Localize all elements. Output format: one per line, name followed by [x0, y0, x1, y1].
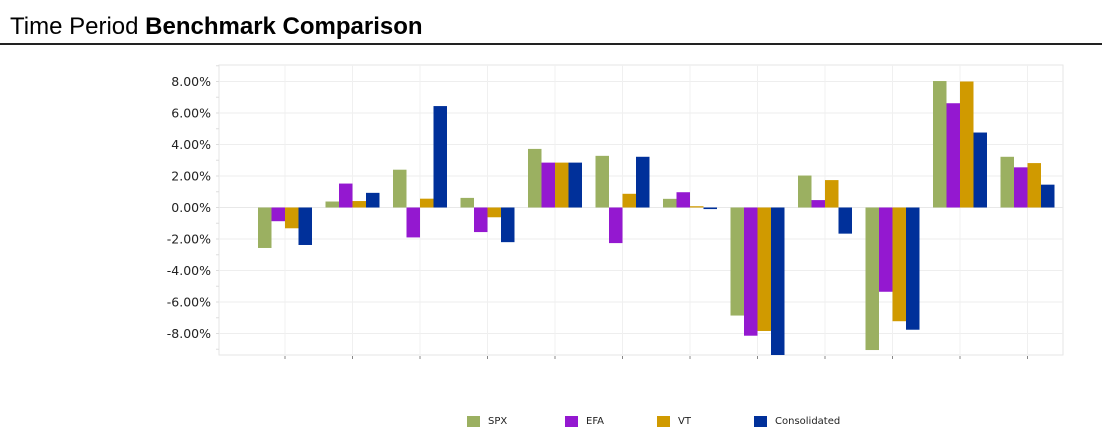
plot-area — [218, 64, 1064, 356]
y-tick-label: -8.00% — [167, 326, 211, 341]
bar-consolidated[interactable] — [568, 162, 583, 208]
bar-vt[interactable] — [960, 81, 974, 208]
bar-spx[interactable] — [933, 81, 947, 208]
y-tick-label: 6.00% — [171, 106, 211, 121]
legend-swatch — [467, 416, 480, 427]
y-tick-label: 8.00% — [171, 74, 211, 89]
legend-item-efa[interactable]: EFA — [565, 416, 604, 427]
y-tick-label: 0.00% — [171, 200, 211, 215]
bar-spx[interactable] — [1000, 156, 1015, 208]
legend-swatch — [565, 416, 578, 427]
bar-spx[interactable] — [460, 197, 475, 208]
bar-efa[interactable] — [811, 200, 826, 208]
bar-vt[interactable] — [420, 198, 434, 208]
bar-vt[interactable] — [352, 201, 367, 208]
legend-swatch — [754, 416, 767, 427]
bar-efa[interactable] — [339, 183, 353, 208]
bar-consolidated[interactable] — [366, 192, 380, 208]
bar-spx[interactable] — [528, 148, 542, 208]
legend-item-consolidated[interactable]: Consolidated — [754, 416, 840, 427]
y-tick-label: 4.00% — [171, 137, 211, 152]
bar-vt[interactable] — [892, 207, 907, 322]
bar-efa[interactable] — [744, 207, 758, 336]
legend-label: EFA — [586, 416, 604, 427]
bar-vt[interactable] — [1027, 163, 1042, 208]
bar-consolidated[interactable] — [298, 207, 313, 245]
bar-spx[interactable] — [393, 169, 407, 208]
bar-consolidated[interactable] — [703, 207, 718, 210]
bar-spx[interactable] — [325, 201, 340, 208]
legend-label: Consolidated — [775, 416, 841, 427]
legend-item-vt[interactable]: VT — [657, 416, 691, 427]
bar-vt[interactable] — [285, 207, 299, 229]
bar-consolidated[interactable] — [838, 207, 853, 234]
y-tick-label: -4.00% — [167, 263, 211, 278]
y-axis: 8.00% 6.00% 4.00% 2.00% 0.00% -2.00% -4.00% -6.… — [167, 65, 1028, 359]
y-tick-label: 2.00% — [171, 169, 211, 184]
bar-spx[interactable] — [595, 155, 610, 208]
bar-consolidated[interactable] — [433, 106, 448, 208]
y-tick-label: -2.00% — [167, 232, 211, 247]
bar-efa[interactable] — [1014, 167, 1028, 208]
bar-efa[interactable] — [609, 207, 623, 244]
bar-efa[interactable] — [406, 207, 421, 238]
bar-efa[interactable] — [879, 207, 893, 292]
bar-vt[interactable] — [487, 207, 502, 218]
bar-consolidated[interactable] — [771, 207, 785, 356]
bar-consolidated[interactable] — [501, 207, 515, 243]
bar-spx[interactable] — [865, 207, 880, 351]
legend-swatch — [657, 416, 670, 427]
bar-efa[interactable] — [271, 207, 286, 222]
bar-spx[interactable] — [798, 175, 812, 208]
bar-spx[interactable] — [258, 207, 272, 248]
bar-efa[interactable] — [946, 103, 961, 208]
legend: SPX EFA VT Consolidated — [0, 416, 1102, 430]
bar-consolidated[interactable] — [906, 207, 920, 330]
bar-consolidated[interactable] — [973, 132, 988, 208]
bar-efa[interactable] — [676, 192, 691, 208]
y-tick-label: -6.00% — [167, 295, 211, 310]
bar-vt[interactable] — [825, 180, 839, 208]
page-title-regular: Time Period — [10, 13, 139, 40]
page-title: Time Period Benchmark Comparison — [10, 13, 423, 41]
bars — [258, 81, 1055, 355]
bar-efa[interactable] — [474, 207, 488, 233]
bar-spx[interactable] — [730, 207, 745, 316]
bar-vt[interactable] — [555, 162, 569, 208]
title-bar: Time Period Benchmark Comparison — [0, 0, 1102, 45]
bar-vt[interactable] — [622, 193, 637, 208]
bar-vt[interactable] — [690, 206, 704, 208]
bar-efa[interactable] — [541, 162, 556, 208]
bar-consolidated[interactable] — [636, 156, 650, 208]
bar-spx[interactable] — [663, 198, 677, 208]
legend-item-spx[interactable]: SPX — [467, 416, 507, 427]
legend-label: SPX — [488, 416, 508, 427]
legend-label: VT — [678, 416, 691, 427]
bar-consolidated[interactable] — [1041, 184, 1055, 208]
bar-vt[interactable] — [757, 207, 772, 331]
page-title-bold: Benchmark Comparison — [145, 13, 423, 40]
